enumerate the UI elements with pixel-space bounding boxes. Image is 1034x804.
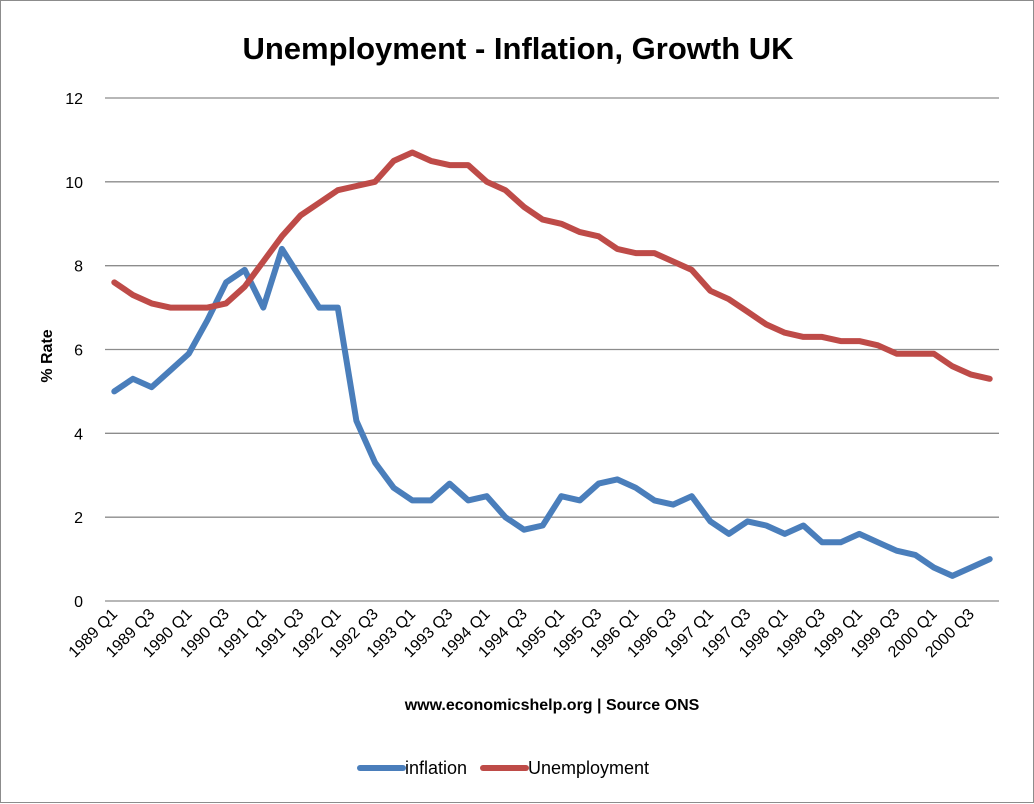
series-line-inflation	[111, 245, 993, 579]
y-tick-label: 12	[65, 91, 83, 108]
legend-label-inflation: inflation	[405, 758, 467, 778]
y-tick-label: 10	[65, 175, 83, 192]
y-tick-label: 4	[74, 426, 83, 443]
gridlines	[105, 97, 999, 602]
y-tick-label: 0	[74, 594, 83, 611]
legend: inflation Unemployment	[357, 758, 649, 778]
series-lines	[111, 149, 993, 579]
y-tick-label: 6	[74, 343, 83, 360]
y-tick-label: 2	[74, 510, 83, 527]
y-tick-label: 8	[74, 259, 83, 276]
series-line-unemployment	[111, 149, 993, 382]
x-axis-label: www.economicshelp.org | Source ONS	[404, 697, 700, 714]
y-axis-label: % Rate	[39, 329, 56, 382]
legend-label-unemployment: Unemployment	[528, 758, 649, 778]
y-axis-ticks: 0 2 4 6 8 10 12	[65, 91, 83, 611]
chart-title: Unemployment - Inflation, Growth UK	[242, 31, 794, 66]
